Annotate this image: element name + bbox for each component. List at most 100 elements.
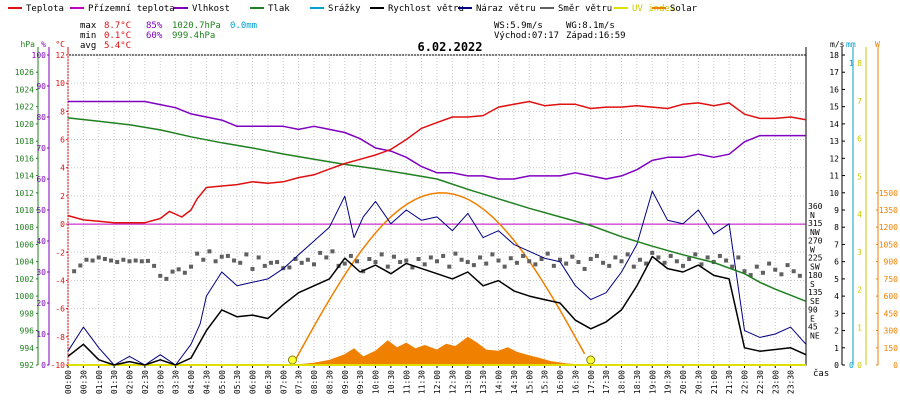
solar-tick-label: 1350 [879, 206, 898, 215]
direction-point [268, 260, 273, 265]
wind-tick-label: 2 [834, 327, 839, 336]
direction-point [293, 256, 298, 261]
direction-point [152, 263, 157, 268]
direction-point [158, 273, 163, 278]
wind-tick-label: 1 [834, 344, 839, 353]
x-tick-label: 08:30 [325, 370, 334, 394]
x-tick-label: 21:00 [710, 370, 719, 394]
direction-point [514, 260, 519, 265]
rain-tick-label: 1 [849, 59, 854, 68]
direction-point [539, 256, 544, 261]
direction-point [545, 251, 550, 256]
direction-compass-label: SE [810, 297, 820, 306]
direction-point [447, 264, 452, 269]
direction-point [330, 249, 335, 254]
pressure-tick-label: 1010 [15, 206, 34, 215]
direction-point [521, 253, 526, 258]
x-tick-label: 01:30 [110, 370, 119, 394]
x-tick-label: 17:00 [587, 370, 596, 394]
x-tick-label: 04:00 [187, 370, 196, 394]
solar-tick-label: 300 [884, 327, 899, 336]
x-tick-label: 06:00 [249, 370, 258, 394]
stats-rain: 0.0mm [230, 21, 257, 31]
direction-point [102, 256, 107, 261]
direction-point [195, 251, 200, 256]
direction-point [662, 260, 667, 265]
uv-tick-label: 3 [857, 248, 862, 257]
direction-compass-label: W [810, 245, 815, 254]
temperature-tick-label: -10 [51, 361, 66, 370]
direction-point [416, 256, 421, 261]
sunset: Západ:16:59 [566, 31, 626, 41]
direction-point [373, 260, 378, 265]
direction-point [797, 273, 802, 278]
rain-tick-label: 0 [849, 361, 854, 370]
direction-point [705, 255, 710, 260]
direction-point [244, 252, 249, 257]
stats-min-temp: 0.1°C [104, 31, 131, 41]
x-tick-label: 21:30 [725, 370, 734, 394]
stats-max-press: 1020.7hPa [172, 21, 221, 31]
solar-tick-label: 750 [884, 275, 899, 284]
direction-point [355, 259, 360, 264]
direction-point [607, 263, 612, 268]
solar-tick-label: 450 [884, 309, 899, 318]
x-tick-label: 14:00 [495, 370, 504, 394]
direction-point [275, 260, 280, 265]
uv-tick-label: 6 [857, 135, 862, 144]
wind-tick-label: 10 [829, 189, 839, 198]
direction-point [668, 253, 673, 258]
uv-tick-label: 0 [857, 361, 862, 370]
direction-point [422, 262, 427, 267]
humidity-tick-label: 60 [36, 175, 46, 184]
grid [67, 54, 806, 366]
wind-tick-label: 0 [834, 361, 839, 370]
direction-point [453, 251, 458, 256]
x-tick-label: 10:00 [372, 370, 381, 394]
direction-point [637, 257, 642, 262]
direction-point [533, 262, 538, 267]
pressure-tick-label: 1020 [15, 120, 34, 129]
direction-point [115, 260, 120, 265]
direction-compass-label: E [810, 314, 815, 323]
direction-tick-label: 90 [808, 305, 818, 314]
legend-label: Tlak [268, 4, 290, 14]
uv-tick-label: 8 [857, 59, 862, 68]
direction-point [127, 259, 132, 264]
direction-point [410, 265, 415, 270]
x-tick-label: 02:30 [141, 370, 150, 394]
solar-axis-title: W [875, 40, 880, 49]
rain-axis-title: mm [846, 40, 856, 49]
x-tick-label: 15:30 [541, 370, 550, 394]
direction-point [299, 260, 304, 265]
direction-point [201, 257, 206, 262]
humidity-tick-label: 0 [41, 361, 46, 370]
solar-tick-label: 900 [884, 258, 899, 267]
direction-point [367, 256, 372, 261]
direction-point [225, 253, 230, 258]
direction-point [170, 269, 175, 274]
direction-point [404, 258, 409, 263]
direction-point [189, 264, 193, 269]
direction-point [582, 266, 587, 271]
direction-point [139, 259, 144, 264]
stats-max-hum: 85% [146, 21, 163, 31]
solar-tick-label: 1050 [879, 240, 898, 249]
pressure-tick-label: 1026 [15, 68, 34, 77]
direction-point [736, 255, 741, 260]
x-tick-label: 18:30 [633, 370, 642, 394]
legend-label: Solar [670, 4, 698, 14]
direction-point [613, 255, 618, 260]
direction-point [213, 259, 218, 264]
temperature-line [67, 100, 807, 224]
direction-point [650, 250, 655, 255]
direction-point [502, 264, 507, 269]
x-tick-label: 18:00 [618, 370, 627, 394]
direction-point [508, 256, 513, 261]
x-tick-label: 16:30 [571, 370, 580, 394]
stats-panel: max 8.7°C 85% 1020.7hPa 0.0mm min 0.1°C … [80, 21, 257, 51]
direction-point [121, 257, 126, 262]
direction-point [730, 264, 735, 269]
x-tick-label: 05:00 [218, 370, 227, 394]
wind-tick-label: 12 [829, 154, 839, 163]
